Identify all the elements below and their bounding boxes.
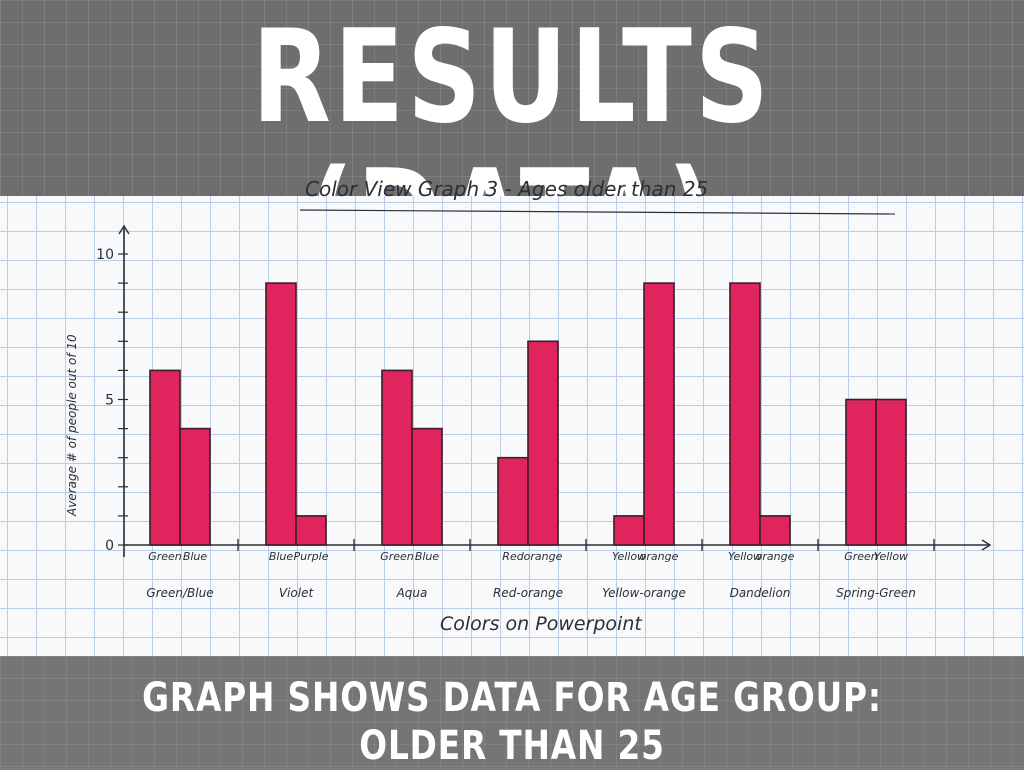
group-label: Green/Blue [146,586,213,600]
bar-7-2 [875,398,907,546]
bar-7-1 [845,398,877,546]
bar-6-2 [759,515,791,546]
y-axis-label: Average # of people out of 10 [65,334,79,517]
graph-paper: Color View Graph 3 - Ages older than 25 … [0,177,1024,656]
x-axis-label: Colors on Powerpoint [440,613,643,635]
group-label: Yellow-orange [602,586,686,600]
bar-3-2 [411,427,443,546]
bar-5-1 [613,515,645,546]
caption-band: GRAPH SHOWS DATA FOR AGE GROUP: OLDER TH… [0,656,1024,769]
bar-chart: Color View Graph 3 - Ages older than 25 … [65,177,992,635]
bar-5-2 [643,282,675,546]
chart-title-underline [299,209,896,215]
bar-label: Yellow [874,550,908,563]
bar-label: orange [640,550,679,563]
bar-label: orange [524,550,563,563]
bar-label: Yellow [728,550,762,563]
group-label: Spring-Green [836,586,916,600]
group-label: Dandelion [730,586,791,600]
x-axis-arrow [981,539,992,551]
bar-1-1 [149,369,181,546]
bar-label: Yellow [612,550,646,563]
group-label: Violet [279,586,315,600]
bar-label: Blue [183,550,208,563]
bar-3-1 [381,369,413,546]
bar-label: Blue [415,550,440,563]
bar-label: Purple [294,550,329,563]
y-tick-label: 0 [105,538,114,554]
bar-label: Blue [269,550,294,563]
chart-title: Color View Graph 3 - Ages older than 25 [305,177,708,201]
bar-4-1 [497,456,529,546]
y-tick-label: 5 [105,393,114,409]
y-tick-label: 10 [96,247,114,263]
group-label: Aqua [396,586,428,600]
group-label: Red-orange [493,586,563,600]
y-axis-arrow [118,224,130,235]
slide-caption: GRAPH SHOWS DATA FOR AGE GROUP: OLDER TH… [142,675,882,769]
bar-4-2 [527,340,559,546]
bar-1-2 [179,427,211,546]
bar-2-2 [295,515,327,546]
bar-label: orange [756,550,795,563]
bar-label: Green [380,550,414,563]
title-band: RESULTS (DATA) [0,0,1024,288]
bar-label: Green [844,550,878,563]
bar-label: Green [148,550,182,563]
bar-2-1 [265,282,297,546]
bar-6-1 [729,282,761,546]
bar-label: Red [502,550,524,563]
